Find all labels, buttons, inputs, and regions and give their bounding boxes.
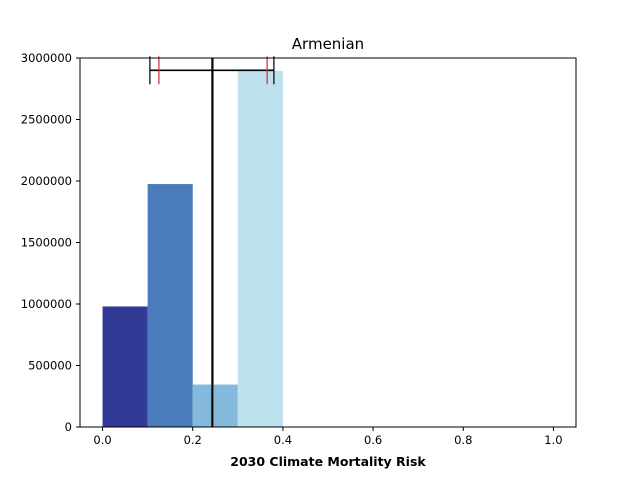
x-tick-label-1: 0.2 (184, 433, 202, 447)
x-tick-label-5: 1.0 (544, 433, 562, 447)
x-tick-label-4: 0.8 (454, 433, 472, 447)
y-tick-label-5: 2500000 (21, 113, 72, 127)
y-tick-label-2: 1000000 (21, 297, 72, 311)
chart-title: Armenian (292, 35, 364, 53)
y-tick-label-0: 0 (65, 420, 72, 434)
x-tick-label-2: 0.4 (274, 433, 292, 447)
histogram-bar-0 (102, 306, 148, 427)
y-tick-label-1: 500000 (28, 359, 72, 373)
y-tick-label-4: 2000000 (21, 174, 72, 188)
y-tick-label-6: 3000000 (21, 51, 72, 65)
histogram-bar-1 (147, 184, 193, 427)
x-axis-label: 2030 Climate Mortality Risk (230, 454, 426, 469)
x-tick-label-0: 0.0 (93, 433, 111, 447)
y-tick-label-3: 1500000 (21, 236, 72, 250)
histogram-bar-3 (237, 70, 283, 427)
x-tick-label-3: 0.6 (364, 433, 382, 447)
histogram-bar-2 (192, 384, 238, 427)
